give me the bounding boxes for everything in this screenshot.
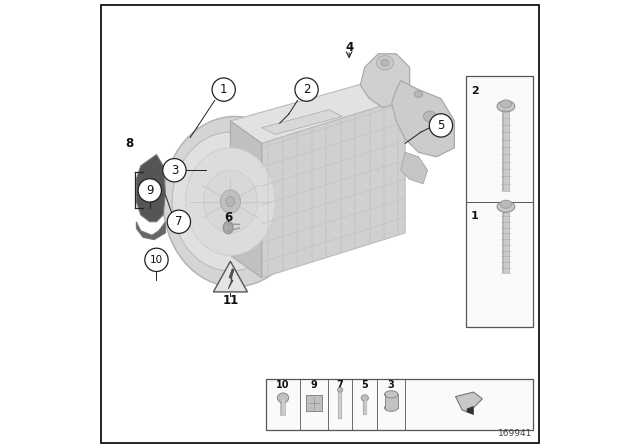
Text: 9: 9: [146, 184, 154, 197]
Ellipse shape: [186, 148, 275, 255]
Polygon shape: [230, 81, 405, 143]
Ellipse shape: [278, 393, 289, 403]
Text: 1: 1: [220, 83, 227, 96]
Polygon shape: [213, 261, 248, 292]
Ellipse shape: [226, 196, 235, 207]
Text: 5: 5: [362, 380, 368, 390]
Ellipse shape: [415, 90, 422, 98]
Ellipse shape: [385, 404, 398, 411]
Polygon shape: [401, 152, 428, 184]
Ellipse shape: [220, 190, 241, 213]
Circle shape: [295, 78, 318, 101]
Polygon shape: [456, 392, 483, 414]
Text: 2: 2: [471, 86, 479, 96]
Text: 4: 4: [345, 40, 353, 54]
Ellipse shape: [163, 116, 307, 287]
Bar: [466, 76, 532, 327]
Ellipse shape: [381, 60, 389, 66]
Text: 10: 10: [150, 255, 163, 265]
Text: 8: 8: [125, 137, 134, 150]
Polygon shape: [228, 269, 234, 289]
Ellipse shape: [424, 111, 436, 122]
Polygon shape: [262, 99, 405, 278]
Circle shape: [429, 114, 452, 137]
Text: 5: 5: [437, 119, 445, 132]
Polygon shape: [467, 406, 474, 414]
Ellipse shape: [204, 170, 257, 233]
Text: 2: 2: [303, 83, 310, 96]
Bar: [306, 395, 322, 411]
Polygon shape: [136, 155, 165, 222]
Text: 10: 10: [276, 380, 290, 390]
Text: 3: 3: [388, 380, 395, 390]
Polygon shape: [262, 110, 342, 134]
Text: 1: 1: [471, 211, 479, 221]
Text: 3: 3: [171, 164, 178, 177]
Ellipse shape: [376, 56, 394, 70]
Ellipse shape: [500, 100, 511, 108]
Bar: [385, 394, 398, 408]
Ellipse shape: [385, 391, 398, 398]
Circle shape: [163, 159, 186, 182]
Text: 169941: 169941: [499, 429, 533, 438]
Circle shape: [212, 78, 236, 101]
Polygon shape: [136, 222, 165, 240]
Ellipse shape: [172, 132, 289, 271]
Circle shape: [167, 210, 191, 233]
Text: 7: 7: [175, 215, 182, 228]
Ellipse shape: [361, 395, 369, 401]
Circle shape: [145, 248, 168, 271]
Ellipse shape: [497, 201, 515, 212]
Text: 7: 7: [337, 380, 344, 390]
Text: 6: 6: [224, 211, 232, 224]
Ellipse shape: [223, 221, 233, 234]
Text: 11: 11: [222, 293, 239, 307]
Polygon shape: [230, 121, 262, 278]
Circle shape: [138, 179, 161, 202]
Bar: [266, 379, 532, 430]
Ellipse shape: [337, 388, 343, 392]
Text: 9: 9: [310, 380, 317, 390]
Polygon shape: [392, 81, 454, 157]
Polygon shape: [360, 54, 410, 108]
Ellipse shape: [497, 101, 515, 112]
Ellipse shape: [500, 200, 511, 208]
